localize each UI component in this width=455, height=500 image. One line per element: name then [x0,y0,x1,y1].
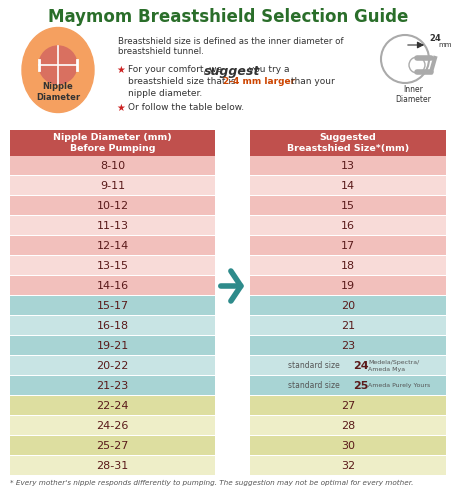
Text: mm: mm [437,42,450,48]
Text: 24: 24 [428,34,440,43]
Bar [249,196,445,215]
Text: breastshield size that is: breastshield size that is [128,77,238,86]
Text: 8-10: 8-10 [100,161,125,171]
Text: 23: 23 [340,341,354,351]
Text: 25: 25 [352,381,368,391]
Bar [249,316,445,335]
Bar [10,196,214,215]
Text: 13: 13 [340,161,354,171]
Bar [249,376,445,395]
Text: you try a: you try a [245,65,289,74]
Text: Medela/Spectra/
Ameda Mya: Medela/Spectra/ Ameda Mya [367,360,418,372]
Text: 28: 28 [340,421,354,431]
Text: 12-14: 12-14 [96,241,128,251]
Text: 14-16: 14-16 [96,281,128,291]
Text: ★: ★ [116,65,125,75]
Text: 17: 17 [340,241,354,251]
Text: suggest: suggest [203,65,260,78]
Bar [10,336,214,355]
Bar [10,456,214,475]
Text: 21: 21 [340,321,354,331]
Text: 27: 27 [340,401,354,411]
Text: 21-23: 21-23 [96,381,128,391]
Bar [10,256,214,275]
Bar [249,276,445,295]
Bar [10,216,214,235]
Text: 16: 16 [340,221,354,231]
Text: ★: ★ [116,103,125,113]
Bar [10,396,214,415]
Bar [249,176,445,195]
Text: 11-13: 11-13 [96,221,128,231]
Text: standard size: standard size [288,382,339,390]
Text: 15-17: 15-17 [96,301,128,311]
Text: 24-26: 24-26 [96,421,128,431]
Bar [249,216,445,235]
Ellipse shape [39,46,77,84]
Bar [249,236,445,255]
Text: 10-12: 10-12 [96,201,128,211]
Text: than your: than your [288,77,334,86]
Text: Breastshield size is defined as the inner diameter of
breastshield tunnel.: Breastshield size is defined as the inne… [118,37,343,56]
Bar [249,256,445,275]
Text: 15: 15 [340,201,354,211]
Text: 20-22: 20-22 [96,361,128,371]
Text: Inner
Diameter: Inner Diameter [394,85,430,104]
Text: 22-24: 22-24 [96,401,128,411]
Text: 14: 14 [340,181,354,191]
Text: 13-15: 13-15 [96,261,128,271]
Bar [249,416,445,435]
Bar [249,156,445,175]
Text: 32: 32 [340,461,354,471]
Text: 9-11: 9-11 [100,181,125,191]
Text: nipple diameter.: nipple diameter. [128,89,202,98]
Text: * Every mother's nipple responds differently to pumping. The suggestion may not : * Every mother's nipple responds differe… [10,480,413,486]
Text: 19: 19 [340,281,354,291]
Bar [249,130,445,156]
Text: 2-4 mm larger: 2-4 mm larger [222,77,294,86]
Text: 30: 30 [340,441,354,451]
Bar [10,236,214,255]
Text: standard size: standard size [288,362,339,370]
Ellipse shape [22,28,94,112]
Bar [10,276,214,295]
Bar [10,436,214,455]
Bar [10,130,214,156]
Text: Nipple
Diameter: Nipple Diameter [36,82,80,102]
Text: 20: 20 [340,301,354,311]
Bar [249,436,445,455]
Bar [10,176,214,195]
Text: 19-21: 19-21 [96,341,128,351]
Text: 18: 18 [340,261,354,271]
Text: 28-31: 28-31 [96,461,128,471]
Bar [249,356,445,375]
Text: 24: 24 [352,361,368,371]
Text: 25-27: 25-27 [96,441,128,451]
Bar [249,336,445,355]
Bar [249,456,445,475]
Bar [249,396,445,415]
Text: Or follow the table below.: Or follow the table below. [128,103,243,112]
Text: Suggested
Breastshied Size*(mm): Suggested Breastshied Size*(mm) [286,132,408,154]
Text: Maymom Breastshield Selection Guide: Maymom Breastshield Selection Guide [48,8,407,26]
Bar [249,296,445,315]
Text: Ameda Purely Yours: Ameda Purely Yours [367,384,430,388]
Bar [10,296,214,315]
Text: 16-18: 16-18 [96,321,128,331]
Bar [10,416,214,435]
Bar [10,356,214,375]
Text: Nipple Diameter (mm)
Before Pumping: Nipple Diameter (mm) Before Pumping [53,132,172,154]
Bar [10,156,214,175]
Bar [10,316,214,335]
Text: For your comfort, we: For your comfort, we [128,65,224,74]
Bar [10,376,214,395]
